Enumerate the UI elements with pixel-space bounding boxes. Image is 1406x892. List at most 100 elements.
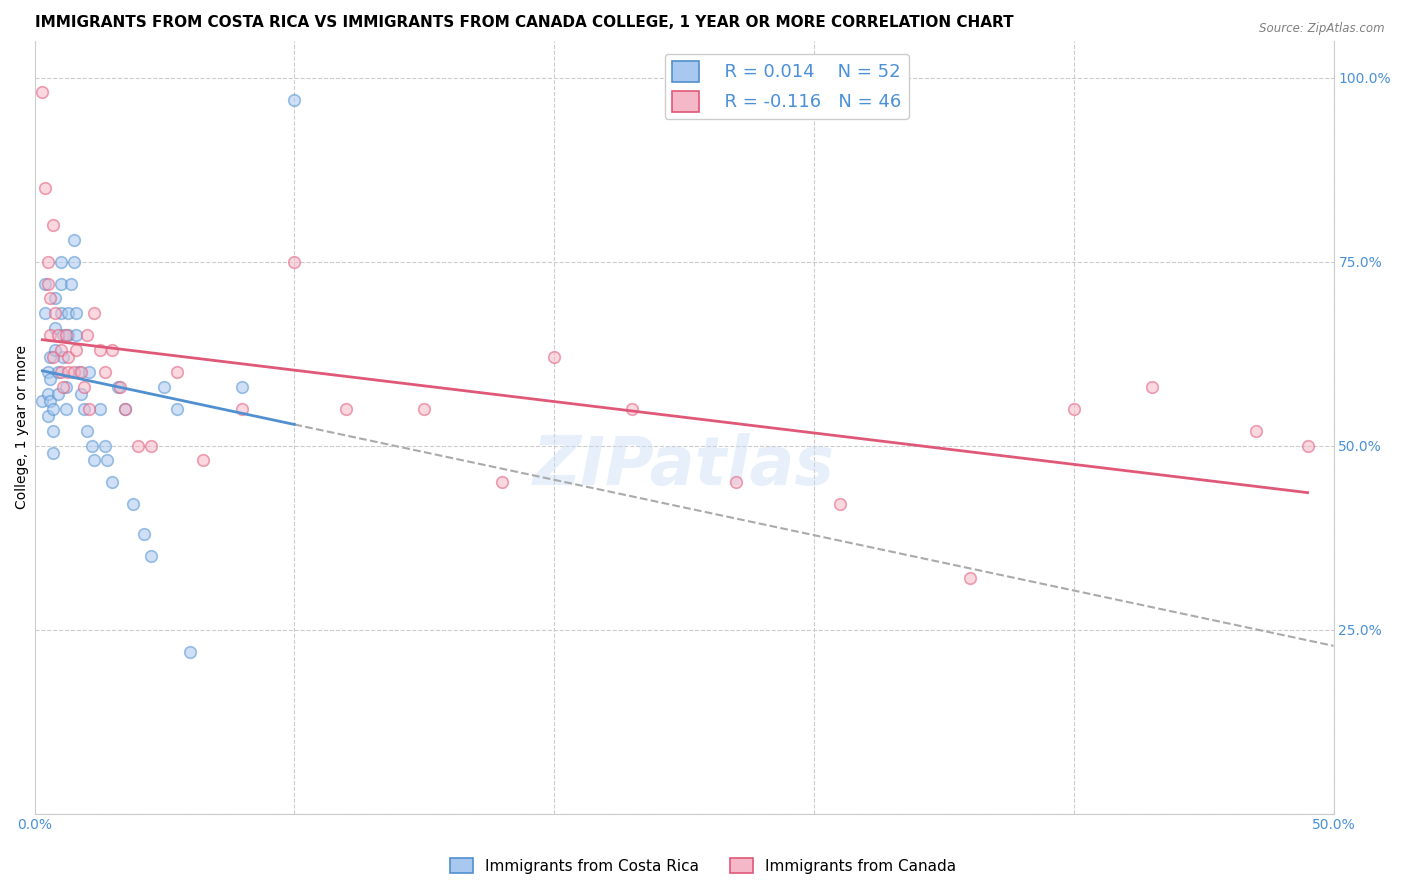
Y-axis label: College, 1 year or more: College, 1 year or more [15,345,30,509]
Point [39,292,62,306]
Point [335,401,357,416]
Point [231,401,253,416]
Point [70,387,93,401]
Point [73,380,96,394]
Point [166,401,188,416]
Point [31,394,53,409]
Point [724,475,747,490]
Point [76,424,98,438]
Point [37,254,59,268]
Point [77,401,100,416]
Point [42,351,65,365]
Point [37,277,59,291]
Point [179,645,201,659]
Point [127,439,149,453]
Point [46,328,69,343]
Point [283,93,305,107]
Point [114,401,136,416]
Point [37,365,59,379]
Point [39,372,62,386]
Point [231,380,253,394]
Point [42,218,65,232]
Point [93,439,115,453]
Point [83,453,105,467]
Point [44,306,66,320]
Legend: Immigrants from Costa Rica, Immigrants from Canada: Immigrants from Costa Rica, Immigrants f… [444,852,962,880]
Point [42,446,65,460]
Point [46,387,69,401]
Point [959,571,981,585]
Point [52,351,75,365]
Text: Source: ZipAtlas.com: Source: ZipAtlas.com [1260,22,1385,36]
Point [80,439,103,453]
Point [58,328,80,343]
Point [96,453,118,467]
Point [42,401,65,416]
Point [65,328,87,343]
Point [39,351,62,365]
Point [828,498,851,512]
Point [283,254,305,268]
Point [65,343,87,357]
Point [93,365,115,379]
Point [44,343,66,357]
Point [44,321,66,335]
Text: IMMIGRANTS FROM COSTA RICA VS IMMIGRANTS FROM CANADA COLLEGE, 1 YEAR OR MORE COR: IMMIGRANTS FROM COSTA RICA VS IMMIGRANTS… [35,15,1014,30]
Point [543,351,565,365]
Point [413,401,436,416]
Point [52,380,75,394]
Point [37,387,59,401]
Point [132,527,155,541]
Point [89,401,111,416]
Point [62,365,84,379]
Point [49,277,72,291]
Point [83,306,105,320]
Point [39,394,62,409]
Point [67,365,90,379]
Point [55,328,77,343]
Point [73,401,96,416]
Point [1140,380,1163,394]
Point [44,292,66,306]
Point [59,277,82,291]
Point [101,343,124,357]
Point [114,401,136,416]
Point [193,453,215,467]
Point [55,401,77,416]
Point [107,380,129,394]
Point [153,380,176,394]
Point [42,424,65,438]
Point [34,277,56,291]
Point [1296,439,1319,453]
Point [110,380,132,394]
Point [491,475,513,490]
Point [34,306,56,320]
Point [58,351,80,365]
Point [58,306,80,320]
Point [89,343,111,357]
Point [65,306,87,320]
Point [49,254,72,268]
Point [55,380,77,394]
Point [621,401,644,416]
Point [58,365,80,379]
Point [122,498,145,512]
Legend:   R = 0.014    N = 52,   R = -0.116   N = 46: R = 0.014 N = 52, R = -0.116 N = 46 [665,54,908,119]
Point [62,254,84,268]
Text: ZIPatlas: ZIPatlas [533,433,835,499]
Point [34,181,56,195]
Point [166,365,188,379]
Point [49,365,72,379]
Point [49,343,72,357]
Point [141,549,163,563]
Point [1063,401,1085,416]
Point [77,365,100,379]
Point [46,365,69,379]
Point [39,328,62,343]
Point [52,328,75,343]
Point [70,365,93,379]
Point [141,439,163,453]
Point [101,475,124,490]
Point [49,306,72,320]
Point [76,328,98,343]
